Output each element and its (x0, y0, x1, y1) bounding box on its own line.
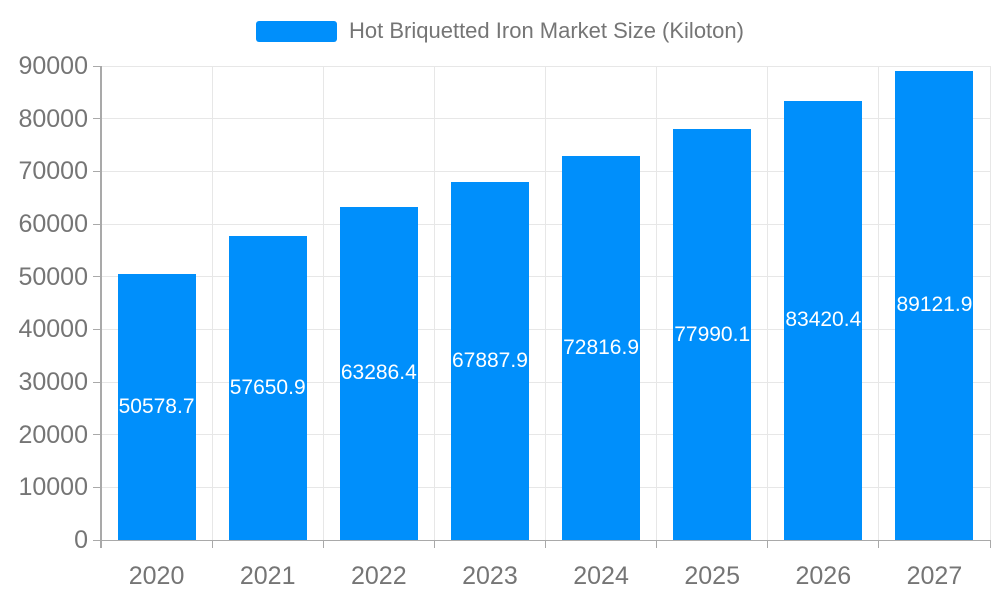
legend: Hot Briquetted Iron Market Size (Kiloton… (0, 14, 1000, 48)
x-axis-label: 2022 (351, 562, 407, 590)
bar[interactable] (228, 236, 307, 540)
y-axis-label: 80000 (18, 104, 88, 133)
bar[interactable] (450, 182, 529, 540)
y-axis-label: 90000 (18, 52, 88, 80)
x-axis-tick (100, 540, 102, 548)
grid-line-vertical (989, 66, 991, 540)
x-axis-tick (211, 540, 213, 548)
y-axis-tick (93, 276, 101, 278)
y-axis-label: 30000 (18, 368, 88, 396)
grid-line-vertical (433, 66, 435, 540)
bar[interactable] (339, 206, 418, 540)
bar[interactable] (784, 100, 863, 540)
y-axis-tick (93, 170, 101, 172)
y-axis-label: 70000 (18, 157, 88, 186)
y-axis-tick (93, 65, 101, 67)
y-axis-tick (93, 434, 101, 436)
bar-value-label: 67887.9 (451, 349, 528, 373)
y-axis-label: 20000 (18, 420, 88, 449)
x-axis-label: 2023 (462, 562, 518, 590)
y-axis-tick (93, 486, 101, 488)
x-axis-tick (878, 540, 880, 548)
y-axis-tick (93, 118, 101, 120)
y-axis-label: 40000 (18, 315, 88, 344)
bar-value-label: 77990.1 (674, 322, 751, 346)
grid-line-vertical (545, 66, 546, 540)
x-axis-label: 2024 (573, 562, 629, 590)
y-axis-tick (93, 381, 101, 383)
y-axis-label: 50000 (18, 262, 88, 291)
y-axis-label: 10000 (18, 473, 88, 502)
legend-swatch-icon (256, 20, 338, 42)
y-axis-label: 60000 (18, 210, 88, 238)
grid-line-vertical (878, 66, 880, 540)
x-axis-label: 2025 (684, 562, 740, 590)
bar-value-label: 89121.9 (896, 293, 973, 317)
bar-value-label: 83420.4 (785, 308, 862, 332)
grid-line-vertical (211, 66, 213, 540)
x-axis-label: 2020 (128, 562, 185, 590)
legend-item[interactable]: Hot Briquetted Iron Market Size (Kiloton… (256, 18, 744, 44)
bar-value-label: 50578.7 (118, 394, 195, 418)
y-axis-label: 0 (74, 526, 88, 554)
y-axis-tick (93, 328, 101, 330)
bar-value-label: 72816.9 (563, 336, 640, 360)
grid-line-vertical (322, 66, 324, 540)
bar-value-label: 57650.9 (229, 376, 306, 400)
bar[interactable] (117, 273, 196, 540)
grid-line-vertical (767, 66, 769, 540)
x-axis-tick (656, 540, 658, 548)
bar[interactable] (673, 129, 752, 540)
legend-label: Hot Briquetted Iron Market Size (Kiloton… (349, 18, 744, 43)
x-axis-label: 2021 (239, 562, 296, 590)
y-axis-tick (93, 223, 101, 225)
x-axis-label: 2027 (906, 562, 963, 590)
x-axis-tick (322, 540, 324, 548)
x-axis-label: 2026 (795, 562, 852, 590)
bar[interactable] (562, 156, 641, 540)
grid-line-vertical (656, 66, 658, 540)
y-axis-line (100, 66, 102, 548)
bar-value-label: 63286.4 (340, 361, 417, 385)
x-axis-tick (767, 540, 769, 548)
x-axis-tick (545, 540, 546, 548)
bar[interactable] (895, 70, 974, 540)
x-axis-tick (433, 540, 435, 548)
x-axis-tick (989, 540, 991, 548)
y-axis-tick (93, 539, 101, 541)
